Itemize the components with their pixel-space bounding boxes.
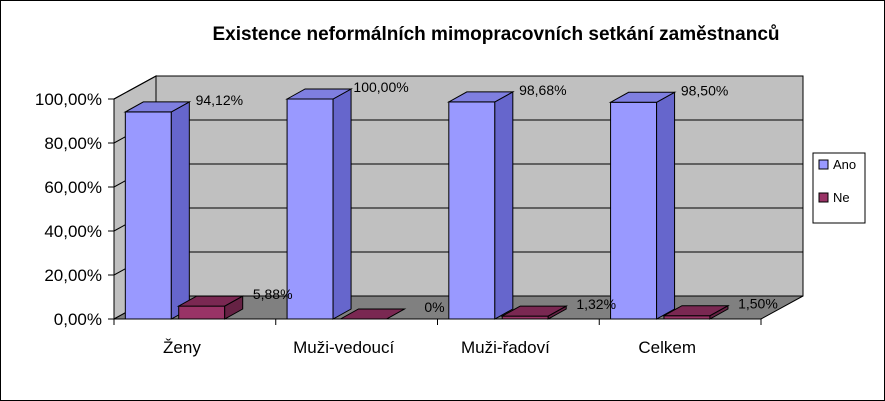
x-tick-label: Celkem: [638, 338, 696, 357]
legend-swatch-ne: [818, 192, 829, 203]
chart-title: Existence neformálních mimopracovních se…: [212, 24, 779, 45]
data-label: 0%: [424, 299, 444, 315]
legend-swatch-ano: [818, 159, 829, 170]
legend-label: Ne: [833, 190, 850, 205]
bar-side-ano: [170, 101, 190, 320]
bar-side-ano: [494, 91, 514, 320]
x-tick-label: Muži-vedoucí: [293, 338, 394, 357]
bar-top-ne: [500, 305, 569, 317]
bar-top-ano: [608, 91, 677, 103]
bar-ano: [610, 101, 658, 320]
bar-ano: [124, 111, 172, 320]
x-axis: Ženy Muži-vedoucí Muži-řadoví Celkem: [113, 319, 762, 357]
bar-ano: [286, 98, 334, 320]
y-tick-label: 100,00%: [35, 90, 102, 109]
legend: Ano Ne: [812, 152, 866, 224]
data-label: 1,32%: [576, 296, 616, 312]
y-tick-label: 40,00%: [44, 222, 102, 241]
bar-top-ano: [123, 101, 192, 113]
bar-ano: [448, 101, 496, 320]
legend-label: Ano: [833, 157, 856, 172]
bar-side-ano: [332, 88, 352, 320]
y-tick-label: 20,00%: [44, 266, 102, 285]
bar-ne: [178, 305, 226, 320]
data-label: 98,50%: [681, 82, 728, 98]
bar-top-ano: [446, 91, 515, 103]
bar-top-ano: [285, 88, 354, 100]
bar-top-ne: [338, 308, 407, 320]
bar-side-ano: [656, 91, 676, 320]
data-label: 5,88%: [253, 286, 293, 302]
y-tick-label: 80,00%: [44, 134, 102, 153]
bars: [123, 88, 730, 320]
bar-top-ne: [662, 305, 730, 317]
x-tick-label: Muži-řadoví: [461, 338, 550, 357]
data-labels: 94,12% 5,88% 100,00% 0% 98,68% 1,32% 98,50% 1,5…: [196, 79, 778, 315]
bar-top-ne: [176, 295, 245, 307]
data-label: 94,12%: [196, 92, 243, 108]
x-tick-label: Ženy: [163, 338, 201, 357]
data-label: 100,00%: [353, 79, 408, 95]
y-axis: 0,00% 20,00% 40,00% 60,00% 80,00% 100,00%: [35, 90, 115, 329]
y-tick-label: 0,00%: [54, 310, 102, 329]
data-label: 98,68%: [519, 82, 566, 98]
data-label: 1,50%: [738, 296, 778, 312]
gridline: [113, 75, 803, 100]
y-tick-label: 60,00%: [44, 178, 102, 197]
